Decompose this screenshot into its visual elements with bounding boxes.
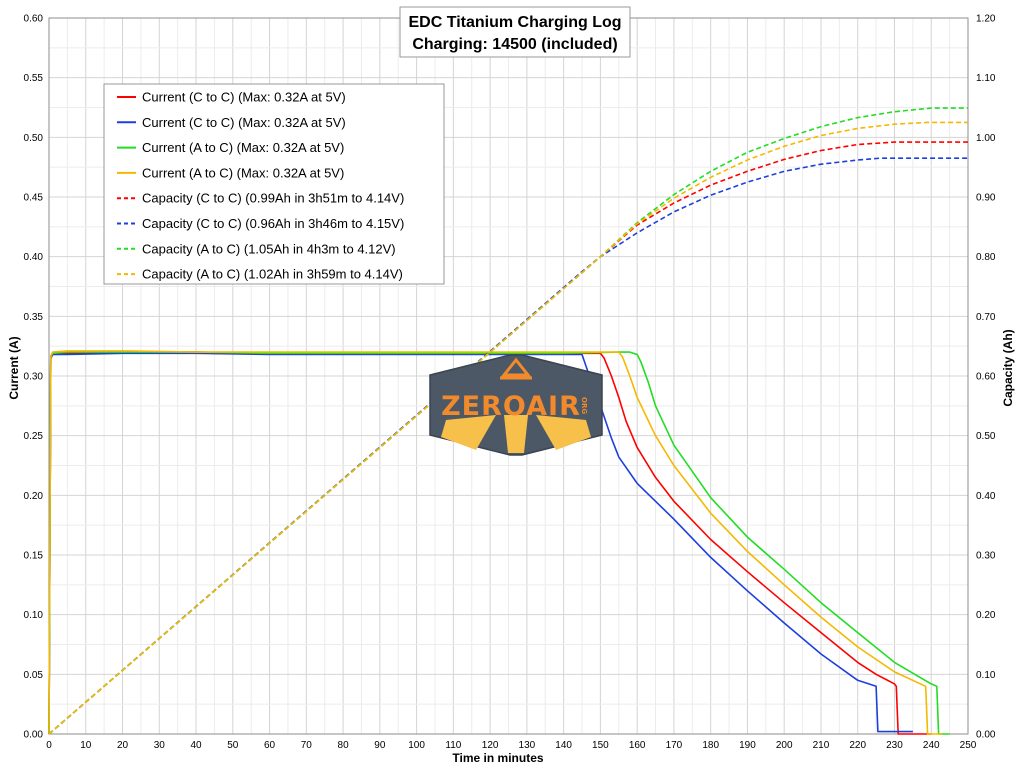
y-left-tick-label: 0.20 [24, 491, 44, 502]
y-left-tick-label: 0.05 [24, 670, 44, 681]
series-line-capacity-a-to-c-yellow [48, 121, 968, 735]
x-tick-label: 80 [338, 740, 350, 751]
chart-title-box: EDC Titanium Charging Log Charging: 1450… [399, 6, 631, 58]
axes: 0 10 20 30 40 50 60 70 80 90 100 110 120 130 140 150 160… [24, 14, 996, 752]
logo-road-right [536, 415, 591, 450]
x-tick-label: 250 [960, 740, 977, 751]
legend-label-current-c-to-c-blue: Current (C to C) (Max: 0.32A at 5V) [142, 115, 346, 130]
x-tick-label: 50 [227, 740, 239, 751]
y-right-tick-label: 1.10 [976, 73, 996, 84]
y-right-tick-label: 0.70 [976, 312, 996, 323]
x-tick-label: 20 [117, 740, 129, 751]
y-left-tick-label: 0.50 [24, 133, 44, 144]
legend-label-capacity-a-to-c-green: Capacity (A to C) (1.05Ah in 4h3m to 4.1… [142, 241, 396, 256]
y-left-tick-label: 0.15 [24, 551, 44, 562]
y-right-tick-label: 0.00 [976, 730, 996, 741]
chart-title-line2: Charging: 14500 (included) [412, 36, 617, 53]
x-tick-label: 10 [80, 740, 92, 751]
y-axis-right-label: Capacity (Ah) [1001, 329, 1015, 406]
x-tick-label: 130 [519, 740, 536, 751]
x-tick-label: 30 [154, 740, 166, 751]
x-tick-label: 40 [190, 740, 202, 751]
legend-label-capacity-c-to-c-blue: Capacity (C to C) (0.96Ah in 3h46m to 4.… [142, 216, 404, 231]
y-left-tick-label: 0.55 [24, 73, 44, 84]
x-tick-label: 240 [923, 740, 940, 751]
y-left-tick-label: 0.10 [24, 610, 44, 621]
y-right-tick-label: 0.10 [976, 670, 996, 681]
y-left-tick-label: 0.35 [24, 312, 44, 323]
legend: Current (C to C) (Max: 0.32A at 5V) Curre… [103, 83, 445, 285]
x-tick-label: 200 [776, 740, 793, 751]
x-tick-label: 90 [374, 740, 386, 751]
series-line-current-a-to-c-yellow [48, 350, 943, 735]
logo-peak-icon [500, 357, 532, 377]
chart-title-line1: EDC Titanium Charging Log [408, 14, 621, 31]
logo-org-text: ORG [580, 397, 588, 414]
y-right-tick-label: 0.90 [976, 193, 996, 204]
legend-label-capacity-c-to-c-red: Capacity (C to C) (0.99Ah in 3h51m to 4.… [142, 191, 404, 206]
legend-label-current-a-to-c-green: Current (A to C) (Max: 0.32A at 5V) [142, 140, 344, 155]
x-tick-label: 100 [408, 740, 425, 751]
x-tick-label: 110 [445, 740, 461, 751]
x-tick-label: 0 [46, 740, 52, 751]
logo-text: ZEROAIR [441, 391, 581, 422]
y-left-tick-label: 0.30 [24, 372, 44, 383]
x-tick-label: 70 [301, 740, 313, 751]
x-tick-label: 150 [592, 740, 609, 751]
x-tick-label: 60 [264, 740, 276, 751]
legend-label-capacity-a-to-c-yellow: Capacity (A to C) (1.02Ah in 3h59m to 4.… [142, 267, 403, 282]
y-left-tick-label: 0.45 [24, 193, 44, 204]
y-left-tick-label: 0.00 [24, 730, 44, 741]
y-left-tick-label: 0.25 [24, 431, 44, 442]
x-tick-label: 210 [813, 740, 830, 751]
y-left-tick-label: 0.60 [24, 14, 44, 25]
y-right-tick-label: 0.80 [976, 252, 996, 263]
x-tick-label: 190 [739, 740, 756, 751]
y-axis-left-label: Current (A) [7, 336, 21, 399]
x-tick-label: 160 [629, 740, 646, 751]
x-tick-label: 180 [702, 740, 719, 751]
x-tick-label: 170 [666, 740, 683, 751]
y-right-tick-label: 1.20 [976, 14, 996, 25]
y-left-tick-label: 0.40 [24, 252, 44, 263]
x-tick-label: 230 [886, 740, 903, 751]
y-right-tick-label: 1.00 [976, 133, 996, 144]
x-tick-label: 140 [555, 740, 572, 751]
logo-road-center [504, 415, 528, 453]
y-right-tick-label: 0.60 [976, 372, 996, 383]
legend-frame [103, 83, 445, 285]
logo-road-left [441, 415, 496, 450]
legend-label-current-a-to-c-yellow: Current (A to C) (Max: 0.32A at 5V) [142, 165, 344, 180]
x-axis-label: Time in minutes [452, 751, 543, 765]
zeroair-logo: ZEROAIR ORG [429, 354, 603, 456]
x-tick-label: 220 [849, 740, 866, 751]
y-right-tick-label: 0.30 [976, 551, 996, 562]
legend-label-current-c-to-c-red: Current (C to C) (Max: 0.32A at 5V) [142, 90, 346, 105]
y-right-tick-label: 0.20 [976, 610, 996, 621]
y-right-tick-label: 0.50 [976, 431, 996, 442]
x-tick-label: 120 [482, 740, 499, 751]
title-box-frame [399, 6, 631, 58]
y-right-tick-label: 0.40 [976, 491, 996, 502]
